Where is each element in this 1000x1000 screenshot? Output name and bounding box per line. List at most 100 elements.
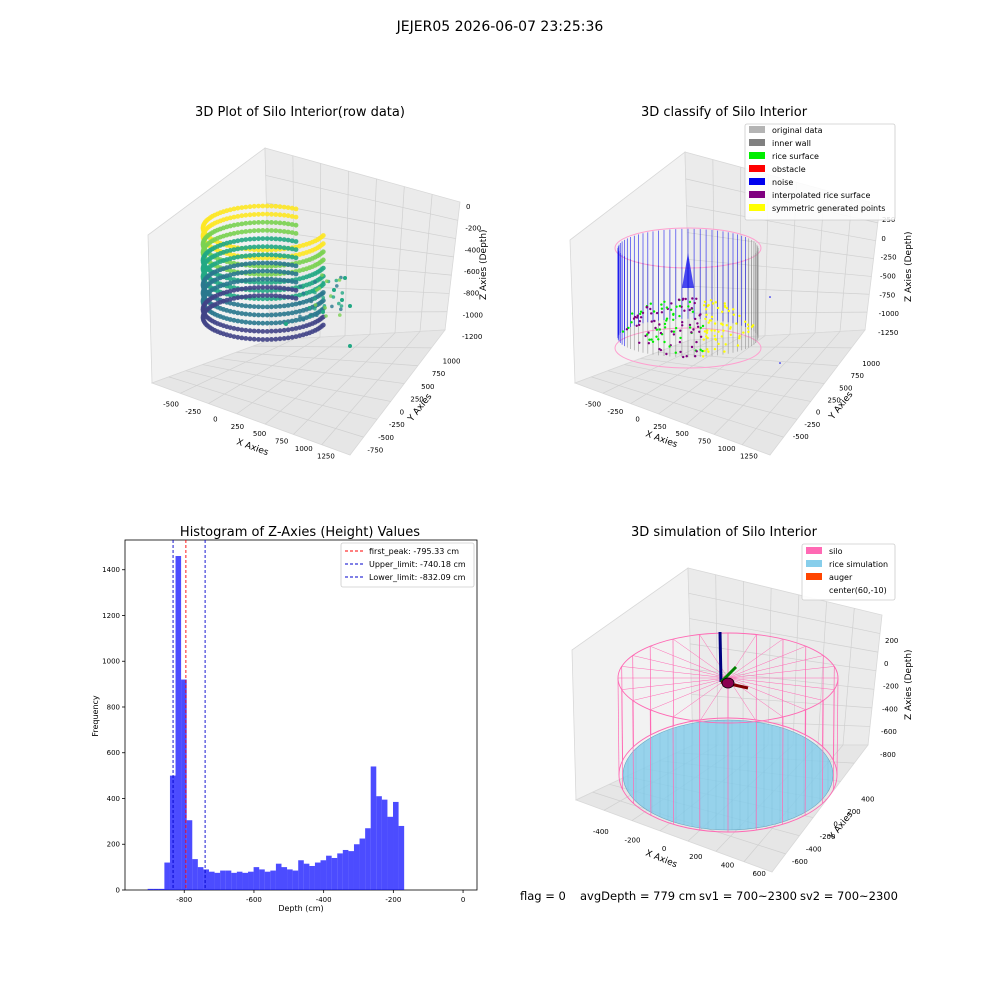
histogram-bar bbox=[376, 796, 382, 890]
surface-point bbox=[659, 331, 663, 335]
raw-point bbox=[273, 336, 279, 342]
y-tick-label: 1000 bbox=[862, 360, 880, 368]
raw-point bbox=[289, 230, 295, 236]
raw-point bbox=[239, 237, 245, 243]
z-tick-label: -1000 bbox=[463, 311, 483, 319]
surface-point bbox=[678, 304, 682, 308]
gridline bbox=[712, 159, 716, 339]
raw-point bbox=[247, 269, 253, 275]
gridline bbox=[253, 345, 432, 349]
raw-point bbox=[277, 277, 283, 283]
y-tick-label: -400 bbox=[806, 845, 822, 853]
surface-point bbox=[639, 312, 642, 316]
surface-point bbox=[699, 326, 702, 329]
histogram-bar bbox=[203, 869, 209, 890]
raw-point bbox=[256, 236, 261, 242]
raw-point bbox=[293, 279, 299, 285]
raw-point bbox=[239, 286, 245, 292]
z-tick-label: -1000 bbox=[879, 310, 899, 318]
raw-point bbox=[293, 222, 299, 228]
panel-histogram: Histogram of Z-Axies (Height) Values -80… bbox=[91, 525, 478, 913]
raw-point bbox=[251, 277, 257, 282]
raw-point bbox=[227, 288, 233, 294]
surface-point bbox=[692, 328, 695, 331]
surface-point bbox=[639, 316, 643, 319]
raw-point bbox=[243, 327, 249, 333]
raw-point bbox=[293, 317, 299, 323]
surface-point bbox=[703, 304, 706, 307]
raw-point bbox=[247, 328, 253, 334]
surface-point bbox=[688, 300, 692, 304]
histogram-bar bbox=[242, 872, 249, 890]
raw-point bbox=[285, 237, 291, 243]
raw-point bbox=[247, 228, 253, 234]
y-tick-label: 200 bbox=[107, 841, 120, 849]
raw-point bbox=[260, 247, 266, 253]
x-tick-label: 200 bbox=[689, 853, 702, 861]
silo-roof-line bbox=[672, 638, 729, 679]
surface-point bbox=[701, 324, 705, 328]
raw-point bbox=[256, 328, 261, 334]
histogram-bar bbox=[158, 888, 165, 890]
raw-point bbox=[281, 261, 287, 267]
legend-swatch bbox=[749, 139, 765, 146]
surface-point bbox=[736, 344, 740, 347]
raw-point bbox=[293, 271, 299, 277]
raw-point bbox=[227, 296, 233, 302]
raw-point bbox=[251, 320, 257, 326]
raw-point bbox=[307, 306, 312, 310]
y-tick-label: -600 bbox=[792, 858, 808, 866]
raw-point bbox=[260, 260, 266, 266]
raw-point bbox=[269, 293, 274, 298]
legend-label: inner wall bbox=[772, 139, 811, 148]
raw-point bbox=[297, 292, 303, 298]
raw-point bbox=[235, 214, 241, 219]
surface-point bbox=[655, 311, 659, 315]
surface-point bbox=[660, 303, 663, 306]
silo-wall-line bbox=[822, 655, 824, 747]
surface-point bbox=[729, 333, 732, 336]
y-tick-label: 1000 bbox=[102, 658, 120, 666]
raw-point bbox=[260, 268, 266, 274]
x-tick-label: 1000 bbox=[295, 445, 313, 453]
gridline bbox=[185, 370, 378, 420]
raw-point bbox=[313, 290, 317, 295]
raw-point bbox=[277, 269, 283, 275]
raw-point bbox=[243, 319, 249, 325]
surface-point bbox=[701, 355, 705, 358]
gridline bbox=[842, 608, 855, 746]
surface-point bbox=[732, 313, 735, 316]
raw-point bbox=[264, 293, 270, 298]
raw-point bbox=[256, 312, 261, 318]
raw-point bbox=[293, 296, 299, 301]
x-tick-label: 1250 bbox=[317, 452, 335, 460]
raw-point bbox=[235, 318, 241, 324]
surface-point bbox=[694, 355, 697, 358]
raw-point bbox=[281, 253, 287, 259]
raw-point bbox=[264, 247, 270, 253]
y-tick-label: 750 bbox=[851, 372, 864, 380]
raw-x-label: X Axies bbox=[235, 437, 270, 458]
raw-point bbox=[235, 334, 241, 340]
raw-point bbox=[273, 312, 279, 318]
silo-outline-top bbox=[614, 227, 762, 269]
raw-point bbox=[264, 285, 270, 290]
gridline bbox=[219, 358, 405, 384]
raw-point bbox=[269, 244, 274, 250]
legend-swatch bbox=[749, 165, 765, 172]
x-tick-label: 750 bbox=[275, 438, 288, 446]
raw-point bbox=[256, 276, 261, 282]
raw-point bbox=[251, 304, 257, 309]
surface-point bbox=[670, 330, 673, 333]
gridline bbox=[419, 194, 433, 332]
raw-point bbox=[239, 278, 245, 284]
gridline bbox=[686, 334, 791, 425]
raw-point bbox=[239, 221, 245, 227]
histogram-bar bbox=[303, 863, 310, 890]
surface-point bbox=[652, 310, 656, 313]
raw-point bbox=[264, 296, 270, 302]
raw-point bbox=[235, 295, 241, 301]
surface-point bbox=[707, 321, 710, 324]
figure-suptitle: JEJER05 2026-06-07 23:25:36 bbox=[396, 19, 604, 35]
surface-point bbox=[655, 328, 659, 331]
